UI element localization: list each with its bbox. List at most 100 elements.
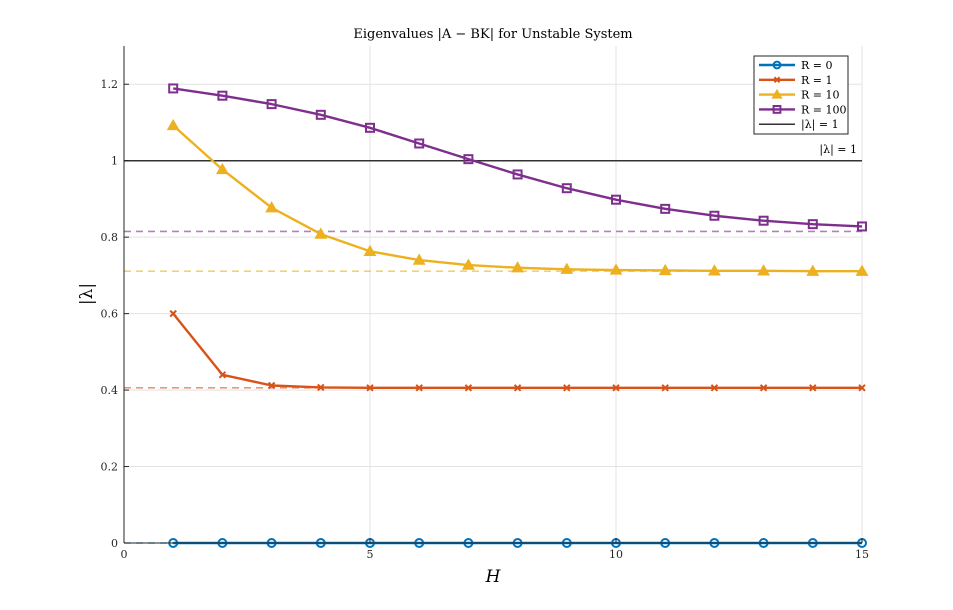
marker-point xyxy=(809,384,817,392)
marker-point xyxy=(709,210,720,221)
marker-point xyxy=(511,261,525,273)
marker-point xyxy=(215,162,229,175)
marker-point xyxy=(758,215,769,226)
marker-point xyxy=(807,219,818,230)
marker-point xyxy=(771,88,783,99)
x-tick-label: 10 xyxy=(609,548,623,561)
marker-point xyxy=(363,244,377,256)
marker-point xyxy=(563,384,571,392)
series-2 xyxy=(166,118,869,276)
marker-stroke xyxy=(710,384,719,392)
marker-point xyxy=(855,264,869,276)
marker-stroke xyxy=(415,384,423,392)
legend-box xyxy=(753,55,849,135)
marker-point xyxy=(772,105,782,114)
y-tick-label: 1 xyxy=(111,155,118,168)
legend-label: |λ| = 1 xyxy=(801,118,839,132)
series-group xyxy=(166,83,869,548)
x-tick-label: 15 xyxy=(855,548,869,561)
marker-stroke xyxy=(809,384,817,392)
marker-point xyxy=(169,309,177,318)
legend-entry: R = 10 xyxy=(759,89,840,102)
marker-point xyxy=(658,263,672,276)
y-tick-label: 1.2 xyxy=(101,78,119,91)
reference-line-annotation: |λ| = 1 xyxy=(819,143,857,157)
y-tick-label: 0.8 xyxy=(101,231,119,244)
marker-stroke xyxy=(267,381,276,390)
marker-point xyxy=(314,227,328,239)
marker-point xyxy=(464,384,473,392)
marker-point xyxy=(612,384,620,392)
legend-entry: R = 0 xyxy=(759,59,833,72)
marker-point xyxy=(858,384,866,392)
marker-stroke xyxy=(513,384,522,392)
series-1 xyxy=(169,309,866,392)
marker-point xyxy=(217,90,228,101)
marker-point xyxy=(611,194,621,205)
marker-point xyxy=(412,253,426,265)
marker-stroke xyxy=(169,309,177,318)
x-tick-label: 0 xyxy=(121,548,128,561)
marker-point xyxy=(661,384,669,392)
marker-stroke xyxy=(317,383,325,392)
marker-point xyxy=(366,384,374,392)
marker-stroke xyxy=(218,371,227,379)
marker-point xyxy=(759,384,768,392)
chart-title: Eigenvalues |A − BK| for Unstable System xyxy=(353,27,632,42)
y-tick-label: 0.6 xyxy=(101,308,119,321)
marker-point xyxy=(857,221,867,232)
marker-point xyxy=(166,118,180,131)
marker-stroke xyxy=(759,384,768,392)
tick-labels: 0 5 10 15 0 0.2 0.4 0.6 0.8 1 1.2 xyxy=(101,78,870,561)
marker-point xyxy=(463,154,474,165)
marker-stroke xyxy=(464,384,473,392)
marker-point xyxy=(265,201,279,213)
marker-point xyxy=(461,258,475,270)
legend-entry: R = 100 xyxy=(759,103,847,116)
x-axis-label: H xyxy=(485,567,502,587)
legend-label: R = 10 xyxy=(801,89,840,102)
marker-point xyxy=(772,60,782,70)
marker-point xyxy=(560,262,574,274)
x-tick-label: 5 xyxy=(367,548,374,561)
marker-stroke xyxy=(366,384,374,392)
marker-point xyxy=(561,183,572,194)
marker-point xyxy=(512,169,523,180)
series-line xyxy=(172,312,862,389)
marker-point xyxy=(168,83,179,94)
marker-point xyxy=(267,381,276,390)
legend: R = 0 R = 1 R = 10R = 100 |λ| = 1 xyxy=(753,55,849,135)
marker-stroke xyxy=(661,384,669,392)
marker-stroke xyxy=(612,384,620,392)
marker-point xyxy=(773,76,781,84)
y-tick-label: 0.2 xyxy=(101,461,119,474)
marker-point xyxy=(660,203,671,214)
marker-point xyxy=(266,99,277,110)
legend-entry: R = 1 xyxy=(759,74,833,87)
series-line xyxy=(172,124,862,273)
y-tick-label: 0 xyxy=(111,537,118,550)
marker-point xyxy=(414,138,425,149)
marker-point xyxy=(806,264,820,276)
series-3 xyxy=(168,83,867,232)
marker-point xyxy=(365,122,375,133)
legend-label: R = 0 xyxy=(801,59,833,72)
marker-point xyxy=(415,384,423,392)
marker-point xyxy=(513,384,522,392)
marker-point xyxy=(218,371,227,379)
marker-point xyxy=(315,109,326,120)
legend-label: R = 1 xyxy=(801,74,833,87)
marker-stroke xyxy=(773,76,781,84)
y-tick-label: 0.4 xyxy=(101,384,119,397)
marker-point xyxy=(757,264,771,276)
series-line xyxy=(173,87,863,228)
marker-stroke xyxy=(563,384,571,392)
marker-point xyxy=(609,263,623,275)
legend-entry: |λ| = 1 xyxy=(759,118,839,132)
grid xyxy=(124,46,863,543)
marker-stroke xyxy=(858,384,866,392)
axes xyxy=(123,46,862,544)
legend-label: R = 100 xyxy=(801,103,847,116)
marker-point xyxy=(317,383,325,392)
